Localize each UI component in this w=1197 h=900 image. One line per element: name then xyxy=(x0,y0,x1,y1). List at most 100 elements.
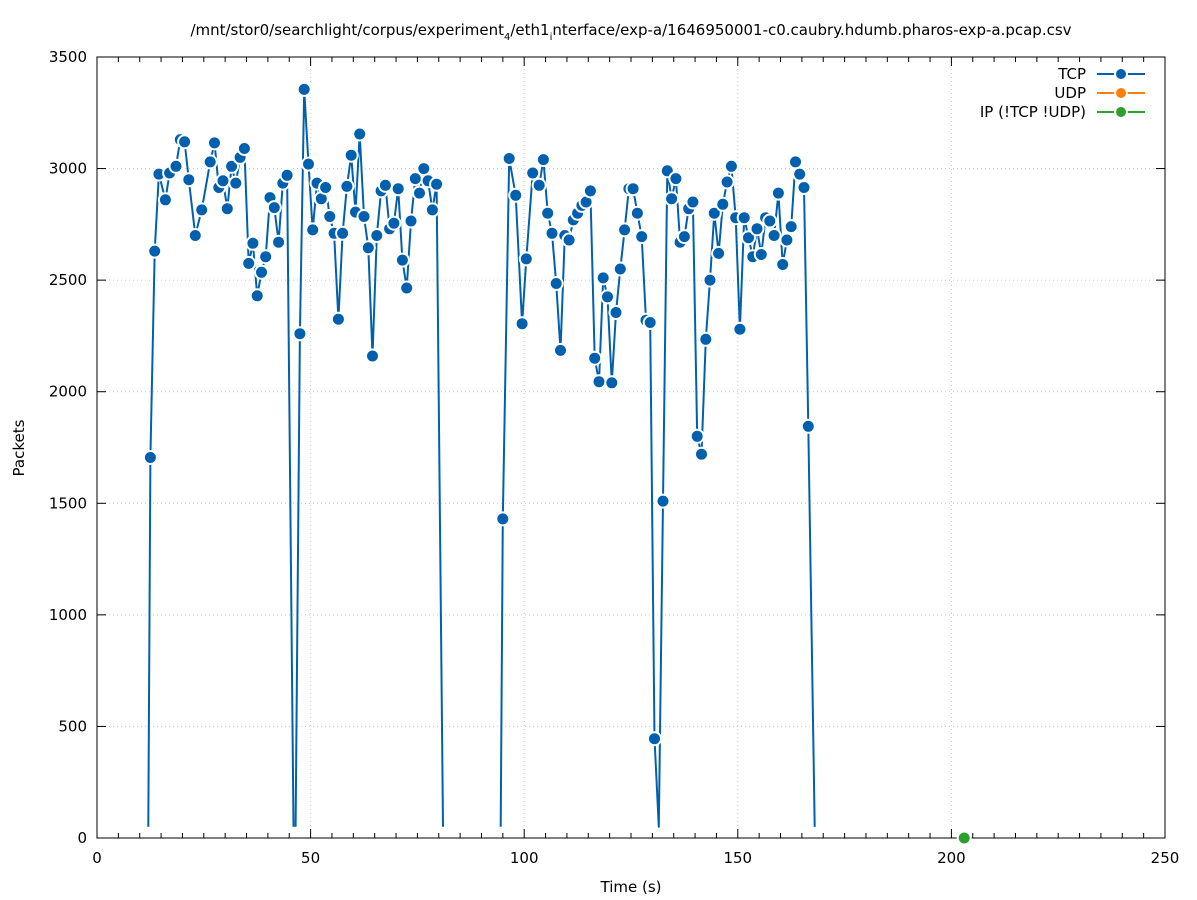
y-tick-label: 500 xyxy=(58,717,87,735)
data-point xyxy=(254,264,269,280)
legend-marker xyxy=(1114,86,1128,100)
data-point xyxy=(412,185,427,201)
data-point xyxy=(800,418,816,434)
data-point xyxy=(236,141,252,156)
data-point xyxy=(753,247,769,262)
data-point xyxy=(377,177,393,193)
data-point xyxy=(788,154,803,170)
data-point xyxy=(292,326,308,342)
grid-lines xyxy=(97,57,1165,838)
data-point xyxy=(595,270,611,286)
data-point xyxy=(508,187,524,203)
data-point xyxy=(187,228,203,243)
legend-label: UDP xyxy=(1054,84,1086,102)
data-point xyxy=(689,428,705,444)
x-axis-ticks: 0 50 100 150 200 250 xyxy=(92,57,1179,867)
x-tick-label: 0 xyxy=(92,849,102,867)
data-point xyxy=(604,375,620,391)
data-point xyxy=(762,213,778,229)
data-point xyxy=(617,222,633,238)
data-point xyxy=(792,166,808,182)
data-point xyxy=(271,234,287,250)
data-point xyxy=(655,493,671,509)
data-point xyxy=(335,225,351,241)
data-point xyxy=(770,185,786,201)
data-point xyxy=(181,172,197,188)
data-point xyxy=(736,210,752,226)
data-point xyxy=(647,731,662,747)
data-point xyxy=(390,181,406,197)
data-point xyxy=(207,135,222,151)
data-point xyxy=(702,272,718,288)
data-point xyxy=(360,240,376,256)
legend-label: TCP xyxy=(1057,65,1086,83)
data-point xyxy=(625,181,641,197)
data-point xyxy=(228,175,244,191)
data-point xyxy=(796,180,812,195)
data-point xyxy=(715,196,731,212)
data-point xyxy=(535,152,551,168)
data-point xyxy=(629,205,645,221)
data-point xyxy=(612,261,628,277)
legend-marker xyxy=(1114,67,1128,81)
y-tick-label: 2000 xyxy=(49,383,87,401)
data-point xyxy=(168,158,184,174)
x-tick-label: 50 xyxy=(301,849,320,867)
data-point xyxy=(956,830,972,846)
legend-label: IP (!TCP !UDP) xyxy=(980,103,1086,121)
data-point xyxy=(668,171,684,187)
data-point xyxy=(356,209,372,224)
chart-title-part-b: /eth1 xyxy=(510,21,549,39)
data-point xyxy=(719,174,735,190)
data-point xyxy=(386,215,402,231)
data-point xyxy=(514,316,530,332)
data-point xyxy=(783,219,799,235)
legend-marker xyxy=(1114,105,1128,119)
data-point xyxy=(706,205,722,221)
y-axis-label: Packets xyxy=(10,419,28,476)
data-point xyxy=(429,176,445,192)
data-point xyxy=(318,180,334,195)
x-tick-label: 250 xyxy=(1151,849,1180,867)
minor-ticks xyxy=(117,57,1145,838)
data-point xyxy=(676,229,692,245)
x-tick-label: 100 xyxy=(510,849,539,867)
x-tick-label: 150 xyxy=(723,849,752,867)
series-0 xyxy=(142,81,816,828)
data-point xyxy=(394,252,410,268)
data-point xyxy=(241,255,257,271)
data-point xyxy=(330,311,346,327)
series-layer xyxy=(142,81,972,846)
y-tick-label: 3000 xyxy=(49,160,87,178)
chart-title-part-a: /mnt/stor0/searchlight/corpus/experiment xyxy=(190,21,504,39)
data-point xyxy=(694,446,709,462)
data-point xyxy=(142,450,158,465)
data-point xyxy=(544,225,560,241)
data-point xyxy=(591,374,607,390)
chart-title-sub-a: 4 xyxy=(504,32,510,43)
chart-title-part-c: nterface/exp-a/1646950001-c0.caubry.hdum… xyxy=(552,21,1071,39)
y-tick-label: 3500 xyxy=(49,48,87,66)
data-point xyxy=(518,251,534,267)
plot-frame xyxy=(96,56,1166,839)
data-point xyxy=(245,235,261,251)
data-point xyxy=(416,161,432,177)
data-point xyxy=(685,194,701,210)
data-point xyxy=(664,191,680,207)
data-point xyxy=(194,202,210,218)
data-point xyxy=(540,205,556,221)
data-point xyxy=(215,173,231,189)
data-point xyxy=(266,200,282,216)
data-point xyxy=(157,192,173,208)
data-point xyxy=(608,305,624,320)
data-point xyxy=(352,126,368,142)
data-point xyxy=(343,147,359,163)
data-point xyxy=(634,229,650,245)
data-point xyxy=(219,201,235,217)
chart-title-sub-b: i xyxy=(550,32,553,43)
data-point xyxy=(531,177,547,193)
data-point xyxy=(642,315,658,330)
data-point xyxy=(424,202,440,218)
data-point xyxy=(600,289,615,305)
data-point xyxy=(249,288,265,304)
